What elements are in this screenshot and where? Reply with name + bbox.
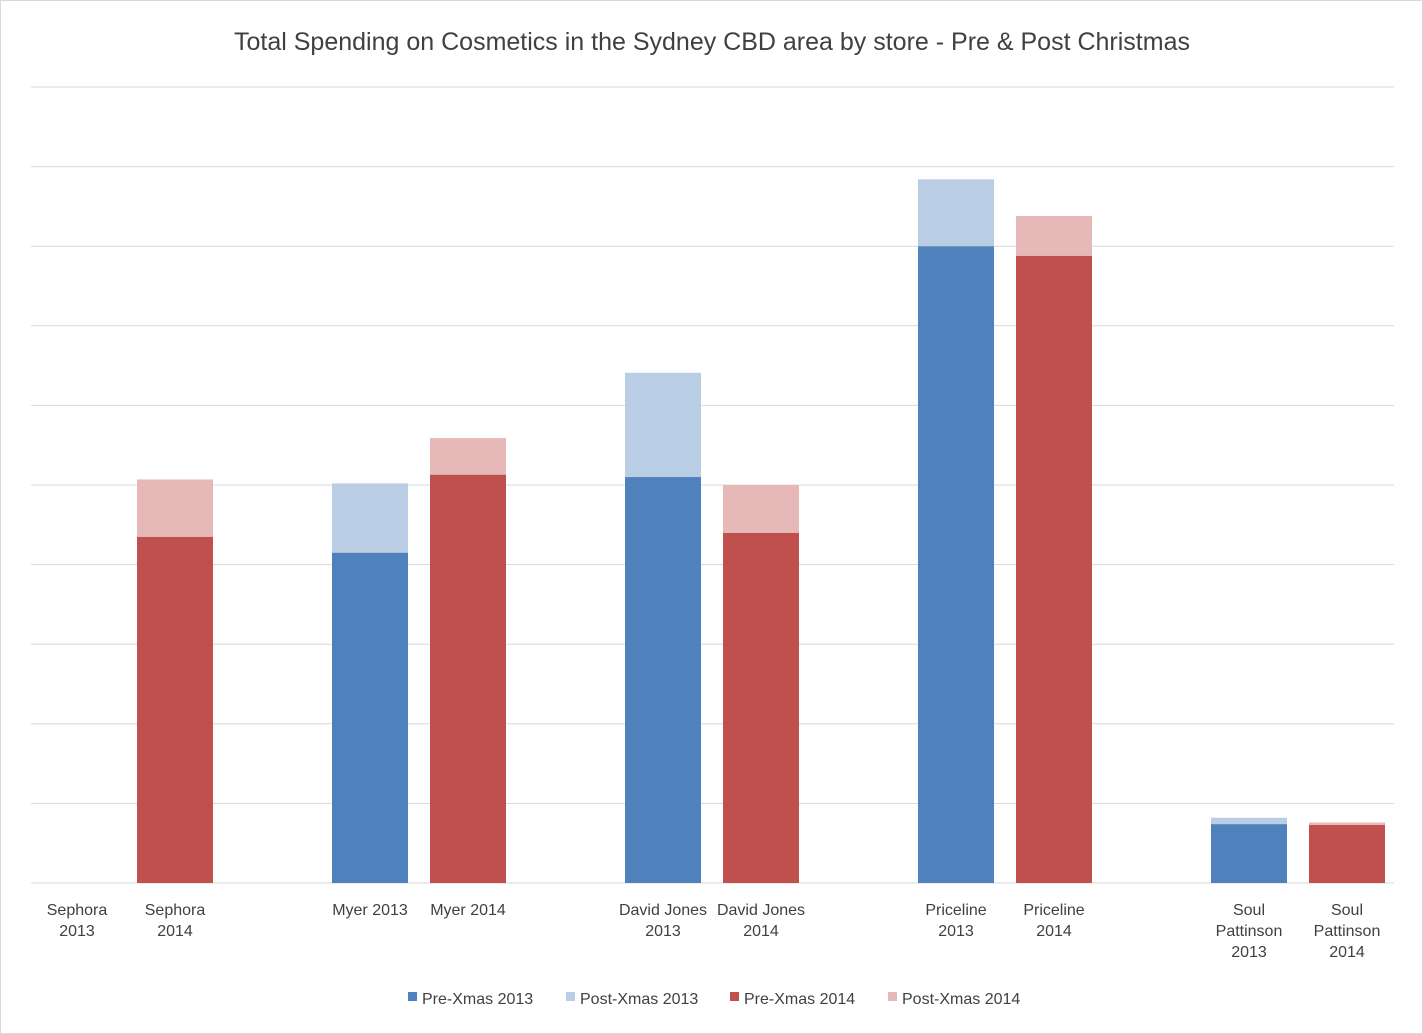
bar-segment	[1016, 255, 1092, 883]
bar-segment	[430, 438, 506, 475]
x-tick-label: Myer 2013	[332, 902, 408, 919]
legend-item: Pre-Xmas 2014	[730, 991, 855, 1008]
legend-item: Post-Xmas 2013	[566, 991, 698, 1008]
legend-swatch	[730, 992, 739, 1001]
legend-label: Pre-Xmas 2013	[422, 991, 533, 1008]
legend-swatch	[408, 992, 417, 1001]
bar-segment	[625, 372, 701, 478]
legend: Pre-Xmas 2013 Post-Xmas 2013 Pre-Xmas 2014…	[408, 991, 1020, 1008]
legend-swatch	[566, 992, 575, 1001]
bar-segment	[1211, 817, 1287, 825]
x-tick-label: David Jones 2014	[717, 902, 805, 940]
x-tick-label: Soul Pattinson 2014	[1314, 902, 1381, 961]
chart-title: Total Spending on Cosmetics in the Sydne…	[234, 28, 1190, 56]
bar-segment	[723, 485, 799, 533]
bar-segment	[723, 532, 799, 883]
x-tick-labels: Sephora 2013 Sephora 2014 Myer 2013 Myer 2014…	[47, 902, 1381, 961]
gridlines	[31, 86, 1394, 884]
x-tick-label: Priceline 2014	[1023, 902, 1084, 940]
legend-label: Pre-Xmas 2014	[744, 991, 855, 1008]
bar-segment	[332, 552, 408, 883]
x-tick-label: David Jones 2013	[619, 902, 707, 940]
x-tick-label: Sephora 2014	[145, 902, 206, 940]
x-tick-label: Sephora 2013	[47, 902, 108, 940]
bar-segment	[918, 179, 994, 247]
bar-segment	[1211, 824, 1287, 883]
bar-segment	[430, 474, 506, 883]
x-tick-label: Priceline 2013	[925, 902, 986, 940]
x-tick-label: Myer 2014	[430, 902, 506, 919]
legend-label: Post-Xmas 2013	[580, 991, 698, 1008]
x-tick-label: Soul Pattinson 2013	[1216, 902, 1283, 961]
bar-segment	[1309, 822, 1385, 825]
bars	[137, 179, 1385, 883]
bar-segment	[137, 479, 213, 537]
bar-segment	[332, 483, 408, 553]
bar-segment	[1016, 215, 1092, 256]
legend-item: Pre-Xmas 2013	[408, 991, 533, 1008]
bar-segment	[1309, 824, 1385, 883]
legend-label: Post-Xmas 2014	[902, 991, 1020, 1008]
legend-swatch	[888, 992, 897, 1001]
bar-segment	[137, 536, 213, 883]
legend-item: Post-Xmas 2014	[888, 991, 1020, 1008]
bar-segment	[918, 246, 994, 883]
bar-segment	[625, 477, 701, 883]
